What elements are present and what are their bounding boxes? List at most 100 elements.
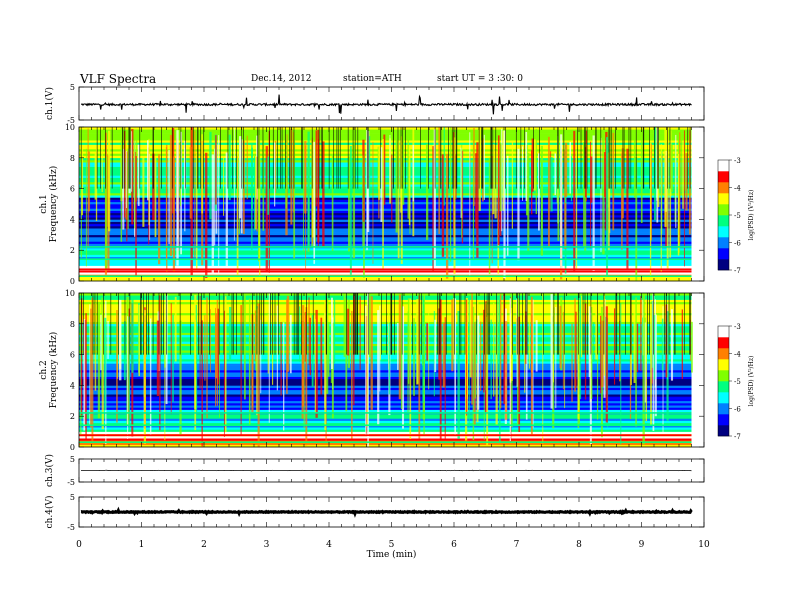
spectrogram-gap [609,127,611,189]
spectrogram-burst [612,132,615,231]
spectrogram-burst [434,319,437,373]
spectrogram-band [79,352,692,355]
spectrogram-burst [401,306,405,429]
spectrogram-gap [163,293,164,355]
spectrogram-burst [331,297,333,370]
spectrogram-burst [425,144,429,240]
series-line-5 [80,506,693,518]
spectrogram-burst [560,134,563,270]
spectrogram-burst [194,130,196,258]
spectrogram-burst [242,140,245,235]
spectrogram-band [79,398,692,402]
spectrogram-gap [200,127,202,189]
spectrogram-gap [236,127,237,189]
spectrogram-burst [218,309,220,418]
spectrogram-burst [365,305,367,436]
spectrogram-gap [595,127,597,189]
spectrogram-burst [233,127,235,241]
spectrogram-gap [643,127,645,189]
spectrogram-gap [630,127,632,189]
spectrogram-burst [483,134,485,200]
colorbar-segment [718,359,729,371]
spectrogram-gap [158,293,160,355]
spectrogram-burst [184,147,186,232]
spectrogram-burst [325,298,329,394]
spectrogram-gap [117,293,119,355]
spectrogram-gap [491,127,492,189]
spectrogram-gap [274,293,276,355]
spectrogram-gap [590,293,592,355]
spectrogram-gap [635,127,637,189]
colorbar-segment [718,370,729,382]
y-axis-label: ch.4(V) [44,496,55,529]
spectrogram-gap [124,293,126,355]
spectrogram-burst [257,303,260,447]
spectrogram-gap [622,127,624,189]
colorbar-tick-label: -4 [734,351,741,359]
spectrogram-gap [525,293,526,355]
spectrogram-burst [493,302,495,397]
spectrogram-burst [550,294,553,409]
spectrogram-gap [526,293,528,355]
spectrogram-burst [101,148,103,193]
spectrogram-burst [640,295,642,372]
spectrogram-gap [582,293,584,355]
spectrogram-burst [596,314,599,420]
spectrogram-gap [656,127,658,189]
spectrogram-burst [398,294,402,400]
spectrogram-burst [178,142,180,251]
spectrogram-burst [359,296,361,370]
colorbar-segment [718,425,729,437]
spectrogram-burst [315,130,318,207]
spectrogram-burst [252,323,254,407]
spectrogram-gap [687,127,689,189]
spectrogram-gap [393,293,395,355]
spectrogram-burst [650,303,652,425]
spectrogram-burst [653,315,656,380]
spectrogram-burst [283,322,285,431]
spectrogram-burst [525,131,528,201]
spectrogram-band [79,372,692,375]
spectrogram-gap [397,127,399,189]
spectrogram-gap [198,293,199,355]
spectrogram-burst [613,308,616,385]
spectrogram-burst [600,137,602,253]
spectrogram-burst [475,153,477,229]
spectrogram-gap [256,293,258,355]
spectrogram-band [79,438,692,441]
spectrogram-gap [143,293,145,355]
spectrogram-burst [170,302,172,415]
spectrogram-gap [558,293,559,355]
colorbar-tick-label: -6 [734,240,741,248]
spectrogram-burst [409,298,412,440]
spectrogram-burst [469,301,472,378]
spectrogram-gap [180,127,182,189]
spectrogram-burst [320,317,323,395]
spectrogram-burst [120,127,123,242]
spectrogram-burst [588,306,591,378]
spectrogram-gap [515,127,517,189]
spectrogram-band [79,317,692,320]
spectrogram-gap [280,127,281,189]
spectrogram-band [79,206,692,209]
spectrogram-burst [656,149,658,201]
spectrogram-burst [205,152,208,279]
spectrogram-gap [269,127,270,189]
spectrogram-burst [473,127,475,207]
series-line-4 [80,469,692,472]
spectrogram-burst [256,156,258,232]
colorbar-segment [718,326,729,338]
spectrogram-burst [680,136,683,193]
spectrogram-gap [241,127,243,189]
spectrogram-gap [261,293,262,355]
spectrogram-gap [610,127,612,189]
spectrogram-burst [372,141,374,264]
spectrogram-burst [428,309,430,390]
spectrogram-burst [603,294,606,376]
spectrogram-gap [482,127,483,189]
spectrogram-burst [312,142,315,238]
spectrogram-burst [388,323,391,395]
spectrogram-burst [584,303,587,400]
spectrogram-gap [420,127,421,189]
spectrogram-burst [401,132,405,205]
